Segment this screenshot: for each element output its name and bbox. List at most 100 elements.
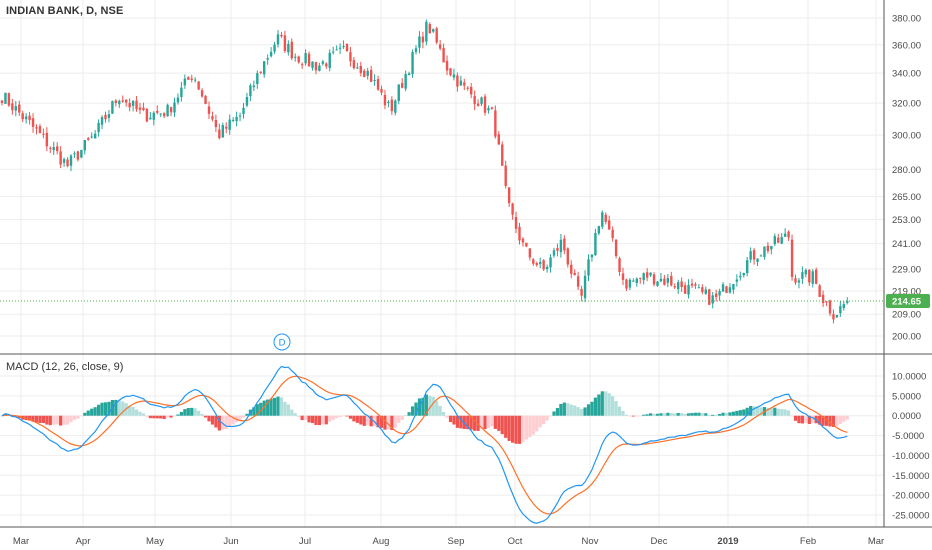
histogram-bar: [479, 415, 484, 429]
candle-body: [304, 53, 307, 64]
candle-body: [256, 73, 259, 85]
candle-body: [173, 102, 176, 113]
candle-body: [383, 94, 387, 106]
candle-body: [642, 273, 645, 281]
candle-body: [235, 116, 238, 122]
histogram-bar: [600, 391, 604, 416]
candle-body: [87, 138, 90, 140]
candle-body: [159, 113, 162, 115]
time-tick-label: Dec: [651, 536, 668, 547]
price-tick-label: 209.00: [892, 310, 921, 321]
candle-body: [45, 132, 49, 147]
price-tick-label: 380.00: [892, 14, 921, 25]
candle-body: [90, 136, 93, 138]
histogram-bar: [259, 402, 263, 416]
candle-body: [142, 107, 145, 111]
candle-body: [211, 116, 214, 120]
candle-body: [135, 100, 138, 110]
candle-body: [625, 279, 628, 289]
histogram-bar: [438, 405, 442, 416]
histogram-bar: [145, 415, 149, 417]
candle-body: [639, 277, 642, 279]
histogram-bar: [724, 412, 729, 416]
candle-body: [466, 87, 469, 89]
histogram-bar: [497, 415, 501, 431]
histogram-bar: [331, 415, 335, 420]
histogram-bar: [811, 415, 815, 423]
candle-body: [432, 29, 435, 32]
histogram-bar: [628, 415, 632, 417]
histogram-bar: [755, 406, 760, 416]
candle-body: [11, 103, 14, 111]
histogram-bar: [148, 415, 152, 419]
candle-body: [190, 78, 193, 80]
candle-body: [666, 278, 670, 283]
histogram-bar: [38, 415, 42, 423]
candle-body: [359, 65, 362, 73]
histogram-bar: [573, 405, 577, 416]
histogram-bar: [183, 409, 187, 416]
candle-body: [839, 306, 842, 314]
histogram-bar: [266, 399, 270, 416]
candle-body: [35, 127, 38, 129]
candle-body: [162, 113, 166, 117]
candle-body: [294, 56, 297, 58]
histogram-bar: [262, 400, 266, 416]
histogram-bar: [65, 415, 70, 425]
price-tick-label: 229.00: [892, 264, 921, 275]
candle-body: [307, 53, 311, 67]
histogram-bar: [504, 415, 508, 438]
histogram-bar: [100, 402, 104, 416]
histogram-bar: [366, 415, 370, 426]
candle-body: [418, 36, 421, 48]
histogram-bar: [283, 401, 287, 416]
candle-body: [532, 259, 535, 264]
macd-tick-label: 5.0000: [892, 391, 921, 402]
macd-histogram: [0, 391, 849, 444]
signal-line: [1, 375, 848, 515]
price-tick-label: 219.00: [892, 287, 921, 298]
histogram-bar: [417, 398, 422, 416]
candle-body: [687, 284, 690, 295]
candle-body: [663, 278, 666, 285]
candle-body: [766, 245, 770, 252]
histogram-bar: [766, 407, 770, 416]
histogram-bar: [597, 394, 601, 416]
candle-body: [342, 46, 345, 48]
candle-body: [245, 97, 249, 106]
candle-body: [842, 304, 845, 309]
candle-body: [200, 90, 204, 97]
histogram-bar: [604, 391, 608, 416]
time-tick-label: Oct: [508, 536, 523, 547]
histogram-bar: [359, 415, 363, 425]
histogram-bar: [797, 415, 801, 424]
candle-body: [825, 301, 828, 303]
histogram-bar: [45, 415, 49, 425]
candle-body: [318, 65, 321, 71]
histogram-bar: [686, 413, 691, 416]
histogram-bar: [328, 415, 332, 422]
macd-tick-label: -25.0000: [892, 511, 930, 522]
candle-body: [759, 255, 763, 257]
histogram-bar: [738, 410, 742, 416]
candle-body: [590, 254, 594, 258]
histogram-bar: [476, 415, 480, 431]
histogram-bar: [428, 395, 432, 416]
histogram-bar: [435, 401, 439, 416]
candle-body: [297, 56, 300, 63]
histogram-bar: [842, 415, 846, 422]
overlays: 214.65 D: [0, 293, 930, 351]
price-tick-label: 200.00: [892, 332, 921, 343]
candle-body: [401, 83, 404, 88]
candle-body: [107, 114, 111, 118]
candle-body: [549, 257, 552, 268]
candle-body: [376, 79, 380, 90]
histogram-bar: [238, 415, 242, 421]
histogram-bar: [666, 412, 670, 416]
histogram-bar: [659, 413, 663, 416]
candle-body: [138, 107, 142, 110]
histogram-bar: [286, 404, 290, 416]
candle-body: [118, 100, 121, 105]
candle-body: [483, 96, 487, 113]
